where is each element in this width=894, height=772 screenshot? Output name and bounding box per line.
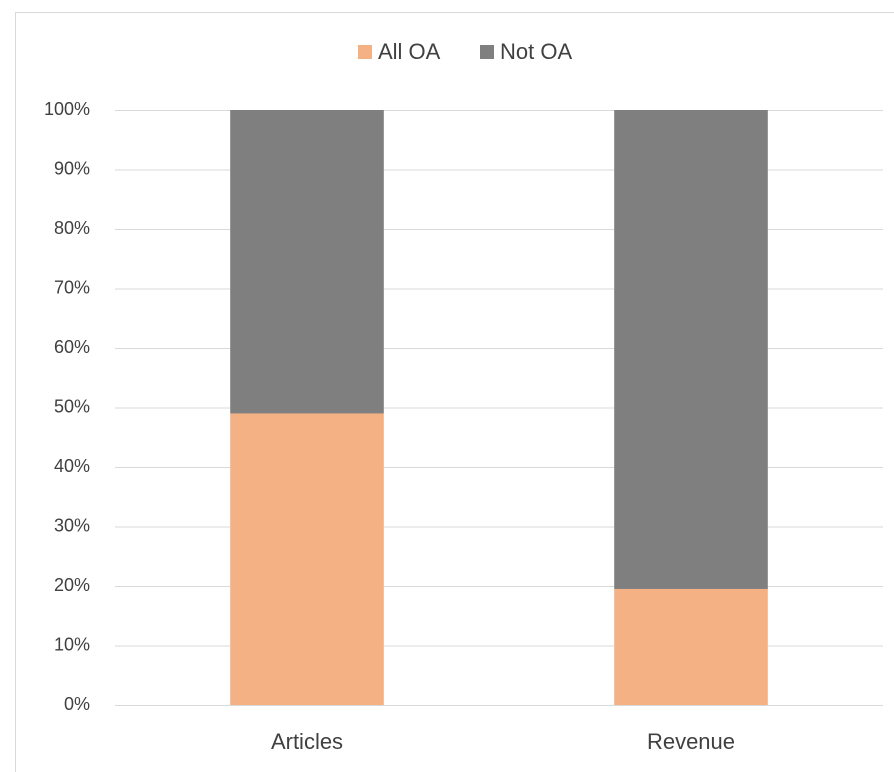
y-tick-label: 90% <box>54 158 90 178</box>
y-tick-label: 100% <box>44 99 90 119</box>
y-tick-label: 70% <box>54 277 90 297</box>
bar-segment <box>230 110 384 414</box>
y-tick-label: 80% <box>54 218 90 238</box>
legend-label: Not OA <box>500 39 572 64</box>
y-tick-label: 10% <box>54 634 90 654</box>
bar-segment <box>614 110 768 589</box>
y-tick-label: 30% <box>54 515 90 535</box>
y-tick-label: 60% <box>54 337 90 357</box>
legend-swatch <box>480 45 494 59</box>
y-tick-label: 50% <box>54 396 90 416</box>
bar-segment <box>230 413 384 705</box>
chart-frame <box>15 12 894 772</box>
y-tick-label: 40% <box>54 456 90 476</box>
legend-label: All OA <box>378 39 441 64</box>
x-tick-label: Articles <box>271 729 343 754</box>
y-tick-label: 20% <box>54 575 90 595</box>
legend-swatch <box>358 45 372 59</box>
bar-segment <box>614 588 768 705</box>
x-tick-label: Revenue <box>647 729 735 754</box>
y-tick-label: 0% <box>64 694 90 714</box>
